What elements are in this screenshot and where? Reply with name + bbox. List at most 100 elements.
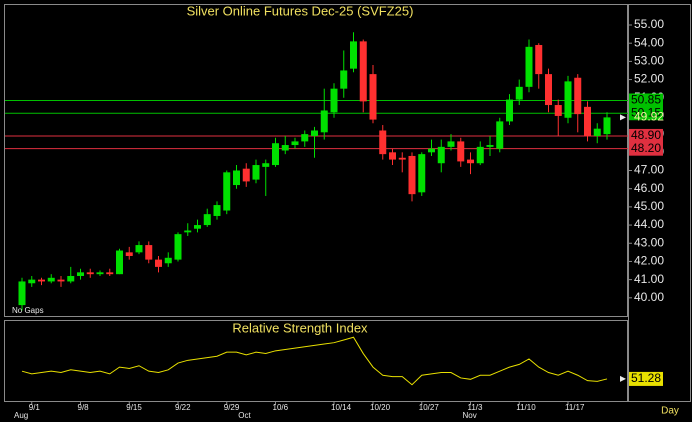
y-tick-label: 54.00: [634, 35, 664, 49]
x-tick-label: 11/10: [516, 403, 536, 412]
candle-body: [418, 154, 426, 193]
y-tick-label: 46.00: [634, 181, 664, 195]
candle-body: [457, 141, 465, 162]
candle-body: [281, 145, 289, 151]
y-tick-label: 55.00: [634, 17, 664, 31]
candle-body: [554, 105, 562, 116]
x-tick-label: 9/1: [29, 403, 41, 412]
month-label: Aug: [14, 411, 28, 420]
candle-body: [47, 277, 55, 282]
x-tick-label: 9/15: [126, 403, 142, 412]
candle-body: [437, 146, 445, 164]
candle-body: [350, 41, 357, 69]
x-tick-label: 9/29: [224, 403, 240, 412]
candle-body: [96, 272, 104, 275]
level-label-box: [629, 128, 663, 143]
candle-body: [106, 272, 114, 275]
price-panel: [4, 4, 628, 317]
candle-body: [174, 234, 182, 260]
candle-body: [38, 279, 45, 282]
candle-body: [291, 141, 299, 146]
candle-body: [506, 99, 513, 122]
rsi-title: Relative Strength Index: [232, 320, 368, 335]
y-tick-label: 47.00: [634, 163, 664, 177]
candle-body: [262, 163, 270, 167]
y-tick-label: 41.00: [634, 272, 664, 286]
candle-body: [125, 252, 133, 256]
y-tick-label: 43.00: [634, 235, 664, 249]
y-tick-label: 42.00: [634, 254, 664, 268]
candle-body: [67, 275, 75, 282]
candle-body: [194, 225, 201, 229]
candle-body: [340, 70, 348, 89]
candle-body: [408, 155, 416, 195]
x-tick-label: 9/22: [175, 403, 191, 412]
candle-body: [77, 272, 84, 276]
rsi-panel: [4, 320, 628, 402]
level-label-box: [629, 141, 663, 156]
candle-body: [379, 130, 387, 155]
rsi-label-box: [629, 371, 663, 386]
candle-body: [301, 134, 309, 142]
month-label: Nov: [463, 411, 477, 420]
x-tick-label: 9/8: [78, 403, 90, 412]
period-label: Day: [661, 406, 679, 417]
level-label-box: [629, 106, 663, 121]
candle-body: [57, 279, 65, 282]
candle-body: [584, 106, 591, 136]
candle-body: [525, 46, 533, 87]
last-price-marker: [620, 114, 626, 121]
y-tick-label: 44.00: [634, 217, 664, 231]
candle-body: [242, 168, 250, 182]
month-label: Oct: [238, 411, 251, 420]
candle-body: [164, 257, 172, 264]
candle-body: [486, 145, 494, 147]
candle-body: [272, 143, 279, 166]
candle-body: [398, 157, 406, 160]
axis-panel: [628, 4, 691, 402]
x-tick-label: 10/20: [370, 403, 391, 412]
level-label: 50.85: [631, 93, 661, 107]
level-label: 50.15: [631, 105, 661, 119]
candle-body: [330, 88, 338, 113]
level-label-box: [629, 93, 663, 108]
chart-title: Silver Online Futures Dec-25 (SVFZ25): [187, 3, 414, 18]
rsi-line: [21, 336, 608, 386]
candle-body: [155, 259, 162, 267]
candle-body: [389, 152, 396, 160]
candle-body: [145, 245, 153, 260]
candle-body: [603, 117, 611, 135]
y-tick-label: 52.00: [634, 72, 664, 86]
candle-body: [447, 141, 455, 147]
candle-body: [86, 272, 94, 275]
x-tick-label: 10/14: [331, 403, 352, 412]
rsi-last-label: 51.28: [631, 371, 661, 385]
annotation: No Gaps: [12, 306, 44, 315]
candle-body: [320, 110, 328, 133]
y-tick-label: 45.00: [634, 199, 664, 213]
candle-body: [593, 128, 601, 136]
candle-body: [545, 74, 552, 106]
x-tick-label: 10/27: [419, 403, 440, 412]
rsi-last-marker: [620, 375, 626, 382]
candle-body: [213, 205, 221, 216]
candle-body: [223, 172, 231, 211]
candle-body: [515, 86, 523, 100]
candle-body: [233, 170, 240, 186]
candle-body: [476, 146, 484, 164]
candle-body: [496, 121, 504, 149]
level-label: 48.90: [631, 128, 661, 142]
candle-body: [184, 230, 192, 233]
candle-body: [28, 279, 36, 284]
y-tick-label: 40.00: [634, 290, 664, 304]
candle-body: [467, 159, 474, 164]
x-tick-label: 10/6: [273, 403, 289, 412]
candle-body: [359, 41, 367, 102]
x-tick-label: 11/17: [565, 403, 585, 412]
candle-body: [369, 74, 377, 120]
candle-body: [203, 214, 211, 226]
candle-body: [564, 81, 572, 118]
candle-body: [311, 130, 318, 136]
